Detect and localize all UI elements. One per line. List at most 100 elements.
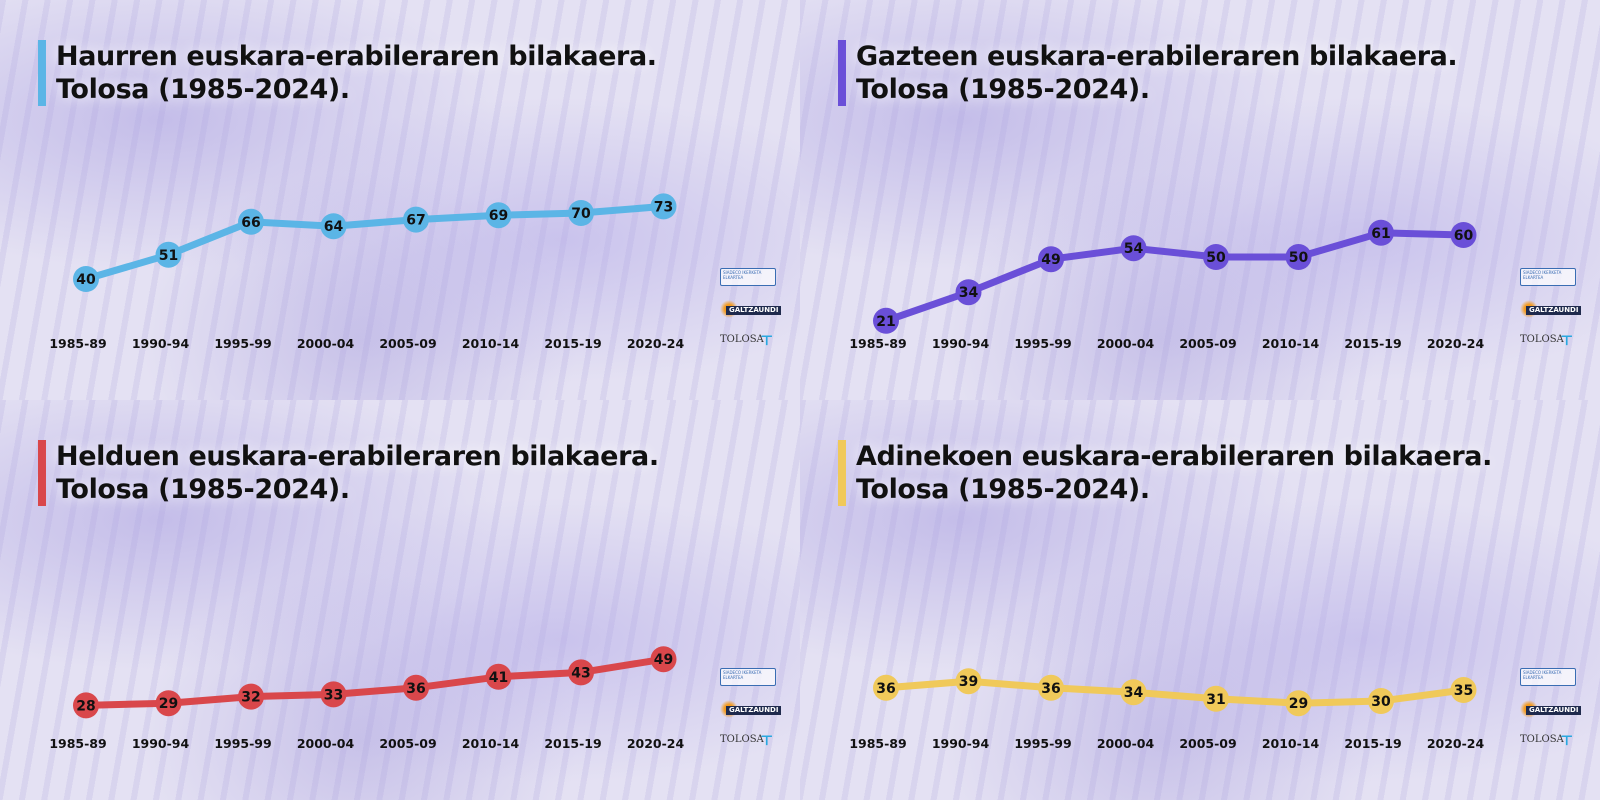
chart-title-line: Haurren euskara-erabileraren bilakaera. — [56, 41, 657, 72]
chart-panel-3: Helduen euskara-erabileraren bilakaera. T… — [0, 400, 800, 800]
tolosa-logo: TOLOSA ⊤ — [720, 333, 780, 352]
chart-subtitle: Tolosa (1985-2024). — [856, 474, 1150, 505]
data-label: 32 — [241, 690, 260, 706]
data-label: 33 — [324, 687, 343, 703]
x-tick-label: 1990-94 — [932, 736, 990, 751]
chart-title-block: Adinekoen euskara-erabileraren bilakaera… — [838, 440, 1580, 506]
x-tick-label: 2020-24 — [627, 336, 685, 351]
data-point — [1120, 679, 1147, 706]
data-label: 73 — [654, 199, 673, 215]
data-label: 41 — [489, 670, 508, 686]
x-tick-label: 1990-94 — [132, 336, 190, 351]
data-label: 51 — [159, 248, 178, 264]
chart-subtitle: Tolosa (1985-2024). — [856, 74, 1150, 105]
data-point — [320, 681, 347, 708]
data-point — [238, 208, 264, 235]
data-point — [873, 674, 899, 701]
x-tick-label: 1990-94 — [932, 336, 990, 351]
series-line — [882, 229, 1467, 325]
x-tick-label: 2010-14 — [462, 336, 520, 351]
sponsor-logos: SIADECO IKERKETA ELKARTEA GALTZAUNDI TOLOS… — [720, 268, 782, 368]
line-chart: 21 34 49 54 50 50 61 60 1985-89 1990-94 1995-99 200… — [849, 219, 1485, 351]
data-point — [1368, 688, 1394, 714]
x-tick-label: 1985-89 — [849, 336, 906, 351]
data-label: 54 — [1124, 241, 1144, 257]
data-point — [485, 663, 512, 690]
data-label: 36 — [1041, 681, 1060, 697]
line-chart: 36 39 36 34 31 29 30 35 1985-89 1990-94 1995-99 200… — [849, 668, 1484, 751]
data-point — [1203, 244, 1229, 270]
tolosa-emblem-icon: ⊤ — [760, 333, 774, 349]
title-accent-bar — [838, 440, 846, 506]
galtzaundi-wordmark: GALTZAUNDI — [726, 306, 782, 315]
data-point — [1120, 235, 1147, 262]
x-tick-label: 2020-24 — [1427, 336, 1485, 351]
data-point — [1285, 244, 1312, 270]
data-label: 34 — [1124, 685, 1144, 701]
galtzaundi-logo: GALTZAUNDI — [1520, 300, 1582, 320]
chart-title: Helduen euskara-erabileraren bilakaera. T… — [56, 440, 659, 506]
data-point — [568, 659, 594, 686]
data-point — [1450, 677, 1477, 703]
data-label: 70 — [571, 206, 591, 222]
x-tick-label: 2010-14 — [462, 736, 520, 751]
galtzaundi-logo: GALTZAUNDI — [720, 300, 782, 320]
siadeco-logo: SIADECO IKERKETA ELKARTEA — [720, 668, 776, 686]
data-label: 66 — [241, 215, 260, 231]
data-label: 34 — [959, 285, 979, 301]
sponsor-logos: SIADECO IKERKETA ELKARTEA GALTZAUNDI TOLOS… — [1520, 268, 1582, 368]
x-tick-label: 2020-24 — [627, 736, 685, 751]
data-label: 61 — [1371, 226, 1390, 242]
chart-panel-1: Haurren euskara-erabileraren bilakaera. T… — [0, 0, 800, 400]
x-tick-label: 1995-99 — [1014, 736, 1071, 751]
tolosa-emblem-icon: ⊤ — [1560, 333, 1574, 349]
siadeco-logo: SIADECO IKERKETA ELKARTEA — [1520, 668, 1576, 686]
chart-subtitle: Tolosa (1985-2024). — [56, 474, 350, 505]
data-point — [873, 307, 899, 334]
data-label: 36 — [406, 681, 425, 697]
data-label: 21 — [876, 314, 895, 330]
x-tick-label: 2000-04 — [297, 736, 355, 751]
chart-title-line: Gazteen euskara-erabileraren bilakaera. — [856, 41, 1458, 72]
data-label: 40 — [76, 272, 96, 288]
data-label: 60 — [1454, 228, 1474, 244]
tolosa-wordmark: TOLOSA — [1520, 334, 1564, 345]
data-point — [650, 193, 677, 220]
data-point — [1285, 690, 1312, 717]
x-tick-label: 2015-19 — [544, 336, 601, 351]
data-point — [1038, 674, 1064, 701]
chart-title-line: Adinekoen euskara-erabileraren bilakaera… — [856, 441, 1492, 472]
x-tick-label: 2005-09 — [1179, 336, 1236, 351]
data-label: 35 — [1454, 683, 1473, 699]
tolosa-wordmark: TOLOSA — [720, 334, 764, 345]
x-tick-label: 1985-89 — [49, 736, 106, 751]
data-label: 29 — [1289, 696, 1308, 712]
x-tick-label: 2015-19 — [1344, 336, 1401, 351]
galtzaundi-wordmark: GALTZAUNDI — [1526, 306, 1582, 315]
x-tick-label: 1985-89 — [849, 736, 906, 751]
data-point — [1450, 222, 1477, 248]
data-point — [73, 692, 99, 719]
data-point — [1368, 219, 1394, 246]
data-point — [955, 668, 982, 695]
data-point — [650, 646, 677, 673]
x-tick-label: 1990-94 — [132, 736, 190, 751]
series-line — [882, 677, 1467, 707]
x-tick-label: 1985-89 — [49, 336, 106, 351]
data-label: 29 — [159, 696, 178, 712]
data-point — [955, 279, 982, 306]
x-tick-label: 2010-14 — [1262, 336, 1320, 351]
data-label: 30 — [1371, 694, 1391, 710]
siadeco-logo: SIADECO IKERKETA ELKARTEA — [720, 268, 776, 286]
data-point — [155, 690, 182, 717]
chart-title-block: Haurren euskara-erabileraren bilakaera. T… — [38, 40, 780, 106]
data-label: 28 — [76, 698, 95, 714]
galtzaundi-wordmark: GALTZAUNDI — [1526, 706, 1582, 715]
data-label: 64 — [324, 219, 344, 235]
x-tick-label: 2005-09 — [1179, 736, 1236, 751]
chart-title-block: Helduen euskara-erabileraren bilakaera. T… — [38, 440, 780, 506]
series-line — [82, 202, 667, 283]
data-label: 36 — [876, 681, 895, 697]
x-tick-label: 2015-19 — [1344, 736, 1401, 751]
tolosa-emblem-icon: ⊤ — [760, 733, 774, 749]
